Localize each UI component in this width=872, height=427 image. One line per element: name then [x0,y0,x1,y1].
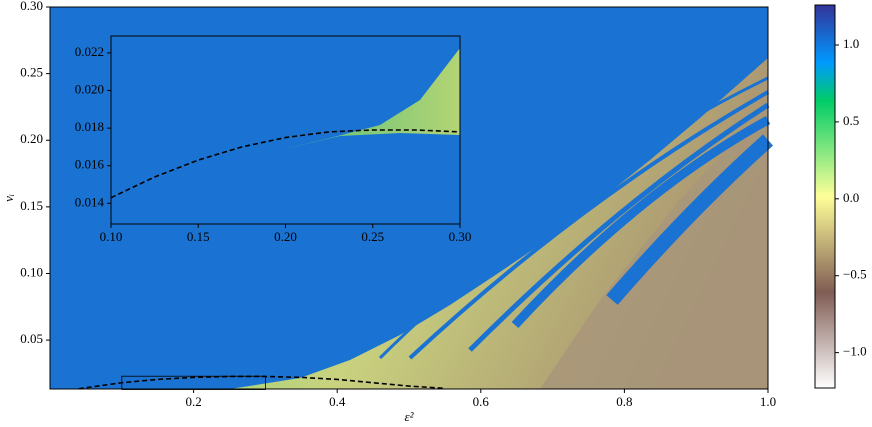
y-axis-label: vᵢ [1,194,16,202]
y-tick-label: 0.20 [20,131,43,146]
plot-frame [49,6,769,390]
colorbar [814,4,836,389]
y-tick-label: 0.15 [20,198,43,213]
x-tick-label: 0.10 [100,229,123,244]
x-tick-label: 0.25 [361,229,384,244]
dashed-curve [110,129,461,199]
colorbar-tick-label: 0.0 [843,190,859,205]
colorbar-tick-label: 0.5 [843,113,859,128]
x-tick-label: 0.8 [616,394,632,409]
x-tick-label: 0.20 [274,229,297,244]
x-tick-label: 0.30 [449,229,472,244]
y-tick-label: 0.05 [20,331,43,346]
y-tick-label: 0.022 [75,44,104,59]
inset [110,35,461,225]
x-tick-label: 0.6 [473,394,490,409]
y-tick-label: 0.014 [75,194,105,209]
x-tick-label: 0.2 [185,394,201,409]
inset-indicator [121,375,266,390]
y-tick-label: 0.020 [75,82,104,97]
colorbar-tick-label: 1.0 [843,36,859,51]
x-tick-label: 0.4 [329,394,346,409]
y-tick-label: 0.018 [75,119,104,134]
y-tick-label: 0.016 [75,157,105,172]
x-tick-label: 0.15 [187,229,210,244]
y-tick-label: 0.10 [20,264,43,279]
x-axis-label: ε² [404,409,414,424]
colorbar-tick-label: −1.0 [843,344,867,359]
colorbar-tick-label: −0.5 [843,267,867,282]
y-tick-label: 0.30 [20,0,43,13]
x-tick-label: 1.0 [760,394,776,409]
y-tick-label: 0.25 [20,65,43,80]
